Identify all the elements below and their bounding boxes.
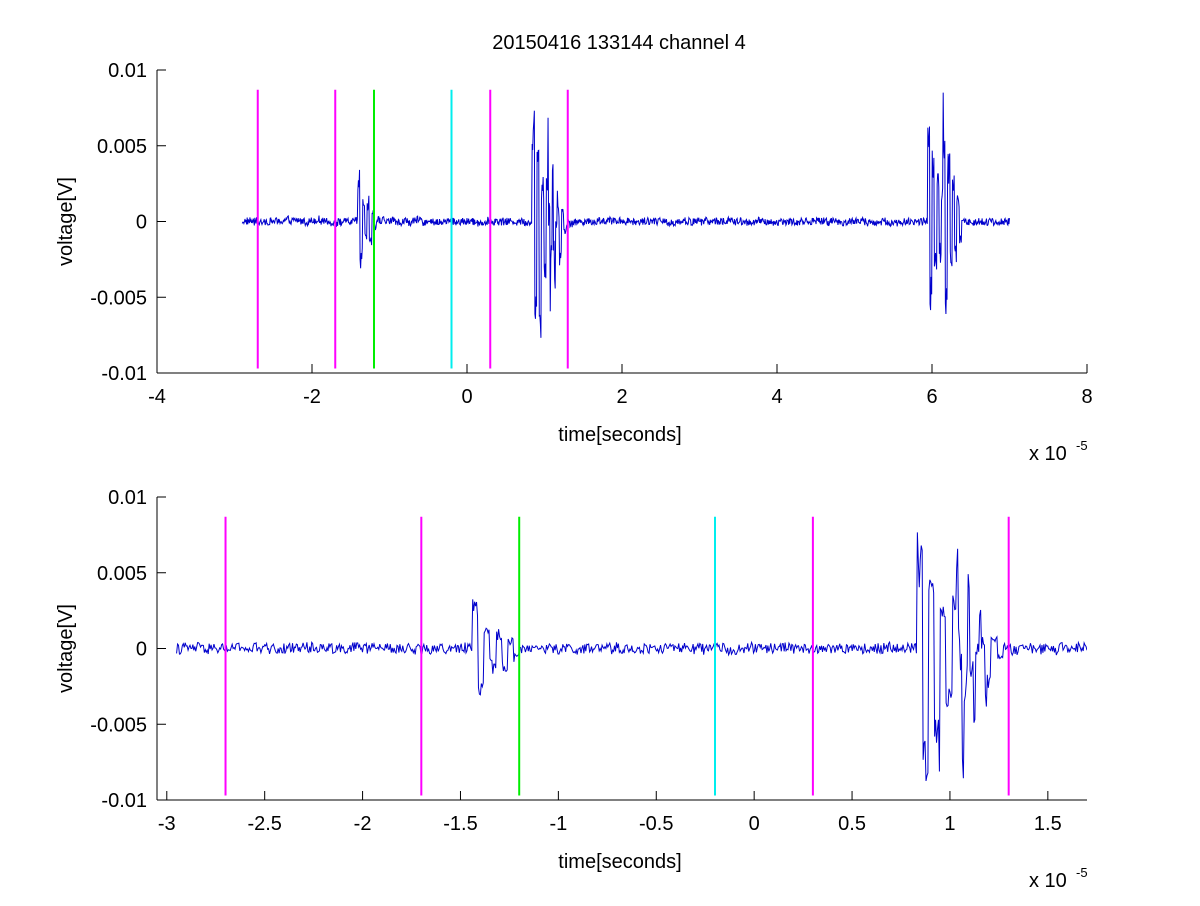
x-tick-label: 1 (944, 813, 955, 835)
y-tick-label: -0.01 (101, 790, 147, 812)
x-tick-label: -2.5 (247, 813, 281, 835)
x-tick-label: -0.5 (639, 813, 673, 835)
y-tick-label: 0.01 (108, 60, 147, 82)
x-tick-label: 8 (1081, 386, 1092, 408)
x-tick-label: -4 (148, 386, 166, 408)
x-tick-label: 4 (771, 386, 782, 408)
y-tick-label: -0.005 (90, 287, 147, 309)
x-axis-label: time[seconds] (558, 851, 681, 873)
x-tick-label: -3 (158, 813, 176, 835)
figure-title: 20150416 133144 channel 4 (492, 32, 746, 54)
y-tick-label: 0 (136, 639, 147, 661)
signal-series (241, 92, 1010, 338)
x-tick-label: 2 (616, 386, 627, 408)
x-exponent-label: x 10 (1029, 443, 1067, 465)
y-tick-label: 0.005 (97, 136, 147, 158)
y-axis-label: voltage[V] (55, 177, 77, 266)
y-tick-label: 0.01 (108, 487, 147, 509)
x-tick-label: -1.5 (443, 813, 477, 835)
y-axis-label: voltage[V] (55, 604, 77, 693)
x-tick-label: -2 (354, 813, 372, 835)
y-tick-label: 0 (136, 212, 147, 234)
x-tick-label: 1.5 (1034, 813, 1062, 835)
x-axis-label: time[seconds] (558, 424, 681, 446)
y-tick-label: -0.005 (90, 714, 147, 736)
x-tick-label: 6 (926, 386, 937, 408)
x-tick-label: -1 (549, 813, 567, 835)
signal-series (176, 532, 1087, 782)
x-tick-label: -2 (303, 386, 321, 408)
plot-top: 0.01 0.005 0 -0.005 -0.01-4 -2 0 2 4 6 8 time[secon… (55, 60, 1093, 465)
y-tick-label: -0.01 (101, 363, 147, 385)
x-tick-label: 0.5 (838, 813, 866, 835)
y-tick-label: 0.005 (97, 563, 147, 585)
x-tick-label: 0 (461, 386, 472, 408)
x-exponent-label: x 10 (1029, 870, 1067, 892)
x-tick-label: 0 (749, 813, 760, 835)
x-exponent-value: -5 (1076, 438, 1088, 453)
plot-bottom: 0.01 0.005 0 -0.005 -0.01 -3 -2.5 -2 -1.5 -1 -0.5 0… (55, 487, 1088, 892)
x-exponent-value: -5 (1076, 865, 1088, 880)
